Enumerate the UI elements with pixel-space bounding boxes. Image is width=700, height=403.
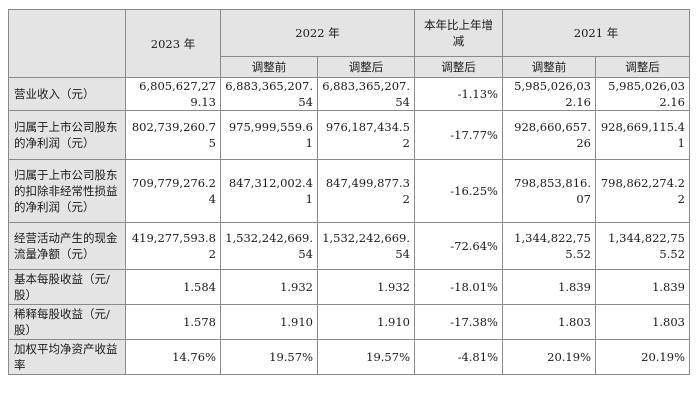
table-row: 归属于上市公司股东的净利润（元） 802,739,260.75 975,999,… xyxy=(8,110,690,160)
cell-2022-before: 1.932 xyxy=(220,269,318,305)
cell-2022-after: 1.910 xyxy=(317,304,415,340)
cell-2021-before: 1.803 xyxy=(502,304,596,340)
cell-2022-before: 19.57% xyxy=(220,339,318,375)
cell-2021-after: 20.19% xyxy=(595,339,690,375)
header-2021: 2021 年 xyxy=(502,9,690,57)
row-label: 基本每股收益（元/股） xyxy=(8,269,126,305)
cell-2022-after: 976,187,434.52 xyxy=(317,110,415,160)
row-label: 营业收入（元） xyxy=(8,77,126,111)
financial-summary-table-wrapper: 2023 年 2022 年 本年比上年增减 2021 年 调整前 调整后 调整后… xyxy=(8,9,690,375)
financial-summary-table: 2023 年 2022 年 本年比上年增减 2021 年 调整前 调整后 调整后… xyxy=(8,9,690,375)
row-label: 稀释每股收益（元/股） xyxy=(8,304,126,340)
cell-change: -1.13% xyxy=(414,77,503,111)
cell-2021-before: 798,853,816.07 xyxy=(502,159,596,223)
header-2023: 2023 年 xyxy=(125,9,221,78)
cell-2022-after: 847,499,877.32 xyxy=(317,159,415,223)
cell-2023: 6,805,627,279.13 xyxy=(125,77,221,111)
cell-change: -18.01% xyxy=(414,269,503,305)
cell-2021-before: 5,985,026,032.16 xyxy=(502,77,596,111)
header-row-years: 2023 年 2022 年 本年比上年增减 2021 年 xyxy=(8,9,690,78)
cell-2021-before: 928,660,657.26 xyxy=(502,110,596,160)
header-2022-before: 调整前 xyxy=(220,56,318,78)
cell-2022-after: 1,532,242,669.54 xyxy=(317,222,415,270)
table-row: 经营活动产生的现金流量净额（元） 419,277,593.82 1,532,24… xyxy=(8,222,690,270)
cell-2021-after: 1.839 xyxy=(595,269,690,305)
cell-2023: 1.578 xyxy=(125,304,221,340)
cell-2022-after: 19.57% xyxy=(317,339,415,375)
cell-2021-after: 1.803 xyxy=(595,304,690,340)
cell-2023: 14.76% xyxy=(125,339,221,375)
row-label: 经营活动产生的现金流量净额（元） xyxy=(8,222,126,270)
header-change: 本年比上年增减 xyxy=(414,9,503,57)
cell-change: -16.25% xyxy=(414,159,503,223)
header-2022-after: 调整后 xyxy=(317,56,415,78)
table-row: 基本每股收益（元/股） 1.584 1.932 1.932 -18.01% 1.… xyxy=(8,269,690,305)
cell-2022-after: 1.932 xyxy=(317,269,415,305)
cell-2021-before: 1.839 xyxy=(502,269,596,305)
cell-2021-after: 798,862,274.22 xyxy=(595,159,690,223)
table-row: 稀释每股收益（元/股） 1.578 1.910 1.910 -17.38% 1.… xyxy=(8,304,690,340)
header-change-after: 调整后 xyxy=(414,56,503,78)
table-row: 加权平均净资产收益率 14.76% 19.57% 19.57% -4.81% 2… xyxy=(8,339,690,375)
cell-2022-before: 847,312,002.41 xyxy=(220,159,318,223)
cell-2023: 419,277,593.82 xyxy=(125,222,221,270)
cell-2022-before: 1.910 xyxy=(220,304,318,340)
header-2021-after: 调整后 xyxy=(595,56,690,78)
cell-2022-after: 6,883,365,207.54 xyxy=(317,77,415,111)
cell-2022-before: 975,999,559.61 xyxy=(220,110,318,160)
row-label: 归属于上市公司股东的净利润（元） xyxy=(8,110,126,160)
cell-2023: 709,779,276.24 xyxy=(125,159,221,223)
cell-change: -72.64% xyxy=(414,222,503,270)
cell-2021-after: 1,344,822,755.52 xyxy=(595,222,690,270)
cell-2021-after: 5,985,026,032.16 xyxy=(595,77,690,111)
table-row: 归属于上市公司股东的扣除非经常性损益的净利润（元） 709,779,276.24… xyxy=(8,159,690,223)
cell-2023: 1.584 xyxy=(125,269,221,305)
row-label: 加权平均净资产收益率 xyxy=(8,339,126,375)
cell-2022-before: 6,883,365,207.54 xyxy=(220,77,318,111)
header-2021-before: 调整前 xyxy=(502,56,596,78)
cell-2021-before: 20.19% xyxy=(502,339,596,375)
cell-change: -17.77% xyxy=(414,110,503,160)
cell-2022-before: 1,532,242,669.54 xyxy=(220,222,318,270)
cell-change: -4.81% xyxy=(414,339,503,375)
table-row: 营业收入（元） 6,805,627,279.13 6,883,365,207.5… xyxy=(8,77,690,111)
cell-2023: 802,739,260.75 xyxy=(125,110,221,160)
cell-2021-before: 1,344,822,755.52 xyxy=(502,222,596,270)
cell-change: -17.38% xyxy=(414,304,503,340)
header-row-adjust: 调整前 调整后 调整后 调整前 调整后 xyxy=(9,56,690,78)
cell-2021-after: 928,669,115.41 xyxy=(595,110,690,160)
header-2022: 2022 年 xyxy=(220,9,415,57)
row-label: 归属于上市公司股东的扣除非经常性损益的净利润（元） xyxy=(8,159,126,223)
corner-cell xyxy=(8,9,126,78)
